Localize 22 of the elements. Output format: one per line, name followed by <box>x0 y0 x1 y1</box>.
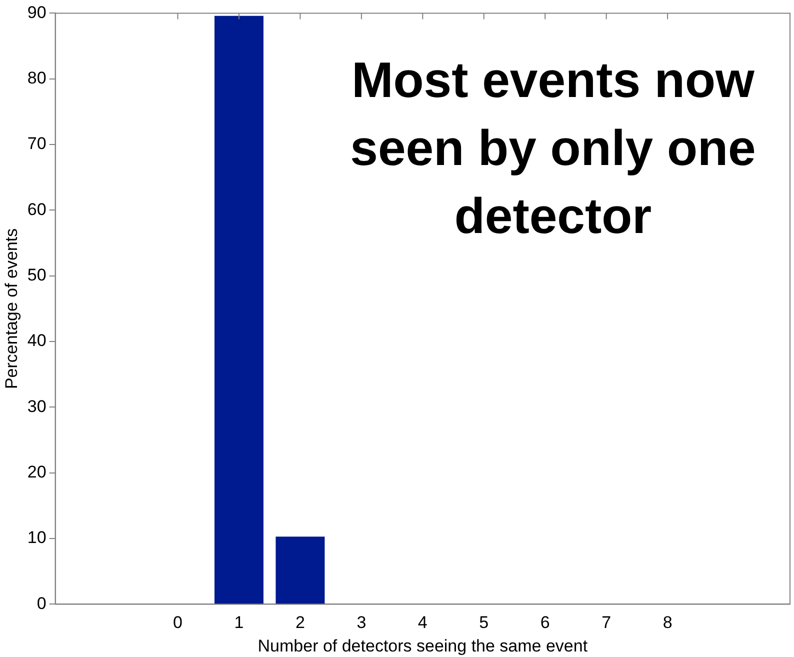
y-axis-title: Percentage of events <box>2 228 21 390</box>
annotation: Most events now seen by only one detector <box>350 52 756 244</box>
x-tick-label: 1 <box>234 613 244 632</box>
x-tick-label: 0 <box>173 613 182 632</box>
y-tick-label: 60 <box>27 200 46 219</box>
y-tick-label: 80 <box>27 68 46 88</box>
y-tick-label: 10 <box>27 528 46 548</box>
y-tick-label: 50 <box>27 266 46 285</box>
y-tick-label: 90 <box>27 2 46 22</box>
y-tick-label: 0 <box>36 594 46 613</box>
y-tick-label: 20 <box>27 462 46 482</box>
x-tick-label: 3 <box>356 613 366 632</box>
x-tick-label: 4 <box>418 613 428 632</box>
x-tick-label: 8 <box>662 613 672 632</box>
x-tick-label: 6 <box>540 613 550 632</box>
y-tick-label: 30 <box>27 396 46 416</box>
x-axis-title: Number of detectors seeing the same event <box>258 636 588 656</box>
y-tick-label: 40 <box>27 331 46 350</box>
x-tick-label: 7 <box>602 613 612 632</box>
x-tick-label: 2 <box>295 613 305 632</box>
x-tick-label: 5 <box>479 613 489 632</box>
y-tick-label: 70 <box>27 134 46 154</box>
